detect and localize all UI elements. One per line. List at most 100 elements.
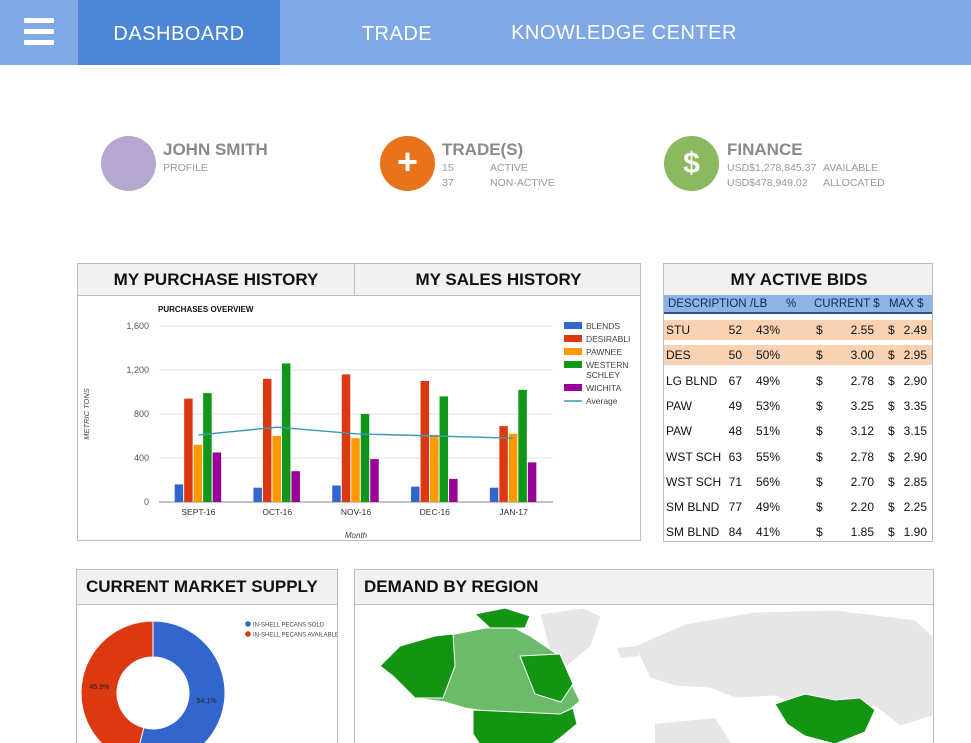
bid-row[interactable]: PAW 49 53% $3.25 $3.35 [664, 396, 932, 416]
bid-max-value: 2.25 [903, 500, 927, 515]
legend-swatch [564, 384, 582, 391]
map-africa [655, 718, 732, 743]
x-tick-label: NOV-16 [341, 507, 372, 517]
bid-current-value: 3.00 [850, 348, 874, 363]
bar-desirabli [341, 374, 351, 502]
bar-pawnee [430, 434, 439, 502]
demand-region-panel: DEMAND BY REGION [354, 569, 934, 743]
bid-per-lb: 52 [728, 323, 742, 337]
trades-active-label: ACTIVE [490, 162, 528, 174]
finance-allocated-amount: USD$478,949.02 [727, 177, 808, 189]
bid-max-symbol: $ [888, 424, 895, 439]
x-tick-label: SEPT-16 [181, 507, 215, 517]
bid-description: PAW [666, 398, 692, 413]
bid-current-symbol: $ [816, 348, 823, 363]
bar-blends [332, 485, 341, 502]
bar-blends [174, 484, 184, 502]
col-max[interactable]: MAX $ [889, 298, 924, 310]
demand-region-title: DEMAND BY REGION [355, 570, 933, 605]
bid-per-lb: 49 [728, 398, 742, 413]
bid-per-lb: 48 [728, 424, 742, 439]
bar-desirabli [184, 398, 193, 502]
legend-label: WICHITA [586, 383, 622, 393]
bid-per-lb: 63 [728, 449, 742, 464]
bid-current-symbol: $ [816, 525, 823, 540]
y-tick-label: 1,200 [126, 365, 149, 375]
col-description[interactable]: DESCRIPTION [668, 298, 747, 310]
bar-western-schley [281, 363, 291, 502]
world-map[interactable] [355, 606, 933, 743]
bid-row[interactable]: SM BLND 77 49% $2.20 $2.25 [664, 497, 932, 517]
bid-percent: 49% [755, 500, 780, 515]
trades-active-count: 15 [442, 162, 454, 174]
bid-description: SM BLND [666, 525, 720, 540]
bid-current-symbol: $ [816, 398, 823, 413]
bar-desirabli [499, 426, 508, 502]
nav-tab-knowledge-center[interactable]: KNOWLEDGE CENTER [511, 22, 737, 44]
bid-max-value: 2.90 [903, 449, 927, 464]
bid-per-lb: 84 [728, 525, 742, 540]
nav-tab-trade[interactable]: TRADE [361, 23, 433, 45]
bids-table-header: DESCRIPTION /LB % CURRENT $ MAX $ [664, 295, 932, 314]
profile-name[interactable]: JOHN SMITH [163, 140, 268, 159]
donut-slice-label: 45.9% [90, 684, 110, 691]
trades-title: TRADE(S) [442, 140, 524, 159]
col-per-lb[interactable]: /LB [750, 298, 768, 310]
bid-max-symbol: $ [888, 525, 895, 540]
bid-row[interactable]: WST SCH 71 56% $2.70 $2.85 [664, 472, 932, 492]
tab-purchase-history[interactable]: MY PURCHASE HISTORY [78, 264, 355, 296]
bar-western-schley [203, 393, 212, 502]
history-panel: MY PURCHASE HISTORY MY SALES HISTORY PUR… [77, 263, 641, 541]
bid-current-value: 2.20 [850, 500, 874, 515]
bid-percent: 49% [755, 373, 780, 388]
bid-current-value: 3.12 [850, 424, 874, 439]
bar-pawnee [272, 436, 281, 502]
bid-row[interactable]: STU 52 43% $2.55 $2.49 [664, 320, 932, 340]
bid-percent: 50% [755, 348, 780, 363]
col-percent[interactable]: % [786, 298, 797, 310]
bid-per-lb: 50 [728, 348, 742, 363]
bid-row[interactable]: WST SCH 63 55% $2.78 $2.90 [664, 447, 932, 467]
hamburger-menu-icon[interactable] [0, 0, 78, 65]
legend-swatch [564, 322, 582, 329]
bid-max-symbol: $ [888, 449, 895, 464]
nav-tab-dashboard[interactable]: DASHBOARD [78, 0, 280, 65]
legend-label: SCHLEY [586, 370, 620, 380]
bid-percent: 53% [755, 398, 780, 413]
bid-row[interactable]: PAW 48 51% $3.12 $3.15 [664, 421, 932, 441]
trades-nonactive-label: NON-ACTIVE [490, 177, 555, 189]
market-supply-donut-chart: 54.1% 45.9% IN-SHELL PECANS SOLD IN-SHELL P… [80, 620, 337, 743]
map-alaska [379, 633, 456, 699]
average-line [198, 426, 514, 439]
legend-label: BLENDS [586, 321, 620, 331]
bid-current-value: 2.55 [850, 323, 874, 337]
profile-link[interactable]: PROFILE [163, 162, 208, 174]
plus-icon[interactable]: + [380, 136, 435, 191]
bar-western-schley [360, 414, 370, 502]
bid-row[interactable]: LG BLND 67 49% $2.78 $2.90 [664, 371, 932, 391]
col-current[interactable]: CURRENT $ [814, 298, 880, 310]
bid-row[interactable]: SM BLND 84 41% $1.85 $1.90 [664, 522, 932, 541]
bar-desirabli [420, 381, 430, 502]
y-axis-label: METRIC TONS [82, 388, 91, 440]
avatar[interactable] [101, 136, 156, 191]
finance-available-amount: USD$1,278,845.37 [727, 162, 817, 174]
dollar-icon[interactable]: $ [664, 136, 719, 191]
bar-pawnee [508, 433, 518, 502]
donut-slice [139, 620, 226, 743]
tab-sales-history[interactable]: MY SALES HISTORY [355, 264, 640, 296]
bid-max-symbol: $ [888, 323, 895, 337]
map-arctic-islands [473, 607, 531, 629]
legend-dot [245, 631, 251, 637]
bar-pawnee [193, 444, 203, 502]
bid-row[interactable]: DES 50 50% $3.00 $2.95 [664, 345, 932, 366]
legend-swatch [564, 348, 582, 355]
bid-per-lb: 67 [728, 373, 742, 388]
trades-nonactive-count: 37 [442, 177, 454, 189]
bid-max-value: 2.90 [903, 373, 927, 388]
bid-percent: 55% [755, 449, 780, 464]
bid-description: LG BLND [666, 373, 718, 388]
bid-description: WST SCH [666, 474, 722, 489]
bid-percent: 41% [755, 525, 780, 540]
bid-current-symbol: $ [816, 373, 823, 388]
